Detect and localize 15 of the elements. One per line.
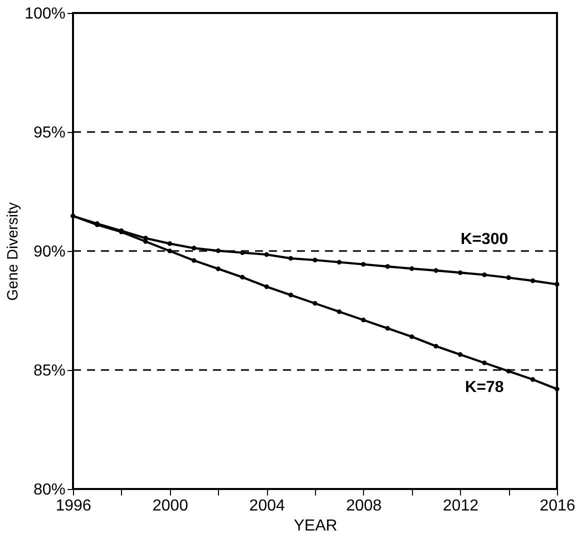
- x-tick-label: 1996: [56, 498, 92, 514]
- y-tick-label: 100%: [24, 6, 66, 22]
- y-tick-label: 85%: [33, 362, 66, 380]
- x-axis-title: YEAR: [294, 518, 338, 534]
- y-tick-label: 90%: [33, 244, 66, 260]
- x-tick-label: 2004: [249, 498, 285, 514]
- x-tick-label: 2016: [540, 498, 576, 514]
- series-label: K=300: [460, 230, 508, 248]
- series-label: K=78: [465, 378, 504, 396]
- x-tick-label: 2008: [346, 498, 382, 514]
- y-tick-label: 80%: [33, 482, 66, 498]
- y-axis-title: Gene Diversity: [4, 202, 22, 301]
- x-tick-label: 2012: [442, 498, 479, 514]
- y-tick-label: 95%: [33, 124, 66, 142]
- x-tick-label: 2000: [152, 498, 188, 514]
